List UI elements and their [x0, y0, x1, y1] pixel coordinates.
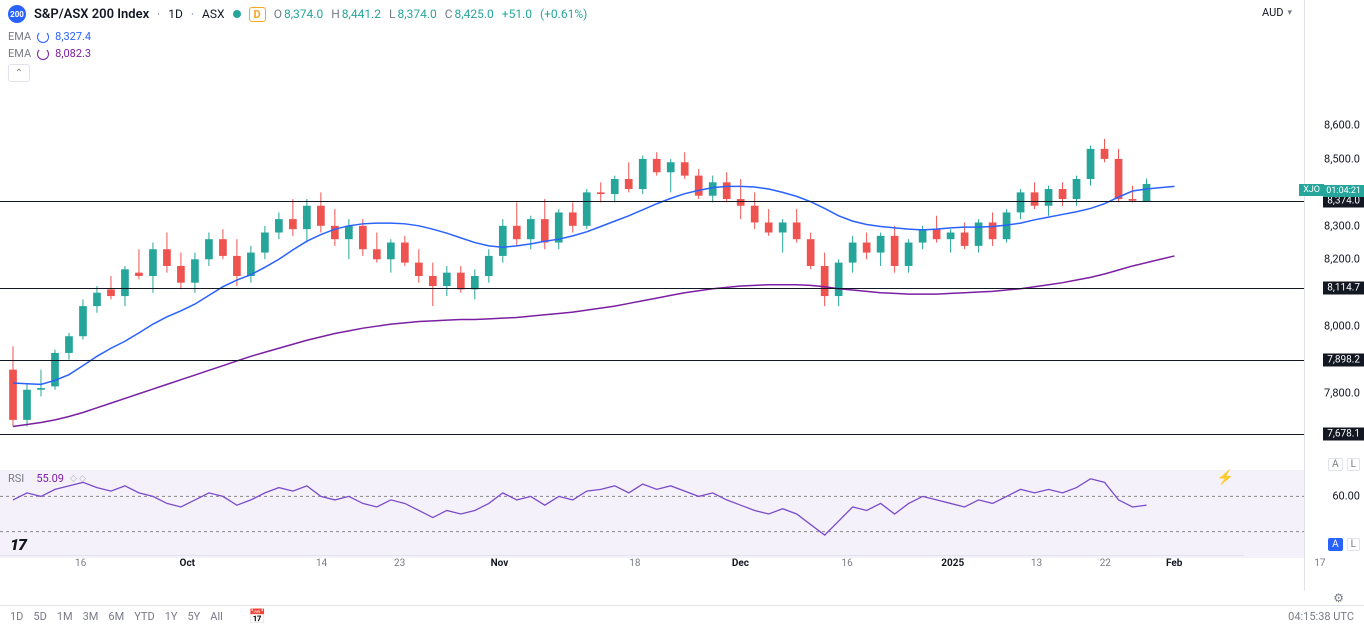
timeframe-1d[interactable]: 1D — [10, 610, 23, 623]
price-tick: 8,500.0 — [1324, 152, 1360, 165]
time-axis[interactable]: 16Oct1423Nov18Dec1620251322Feb17 — [0, 555, 1244, 571]
rsi-value: 55.09 — [36, 472, 64, 485]
change-value: +51.0 — [502, 7, 532, 21]
horizontal-level-line — [0, 288, 1304, 289]
price-tick: 8,300.0 — [1324, 219, 1360, 232]
currency-selector[interactable]: AUD▾ — [1262, 6, 1292, 19]
ema1-legend[interactable]: EMA 8,327.4 — [0, 28, 1304, 45]
horizontal-level-line — [0, 434, 1304, 435]
countdown-badge: 01:04:21 — [1323, 185, 1364, 197]
interval-badge[interactable]: D — [249, 7, 266, 22]
price-pane[interactable] — [0, 92, 1304, 460]
timeframe-6m[interactable]: 6M — [108, 610, 124, 623]
log-button[interactable]: L — [1347, 458, 1360, 471]
price-level-badge: 7,678.1 — [1323, 427, 1364, 440]
separator: · — [157, 7, 160, 21]
refresh-icon — [37, 48, 49, 60]
rsi-pane[interactable]: RSI 55.09 ◇ ◇ ⚡ 17 — [0, 470, 1304, 558]
clock-display: 04:15:38 UTC — [1288, 610, 1354, 623]
log-button[interactable]: L — [1347, 538, 1360, 551]
price-level-badge: 7,898.2 — [1323, 354, 1364, 367]
time-tick: Feb — [1166, 558, 1182, 569]
collapse-legend-button[interactable]: ⌃ — [8, 64, 30, 82]
time-tick: 16 — [842, 558, 853, 569]
axis-al-controls[interactable]: AL — [1328, 458, 1360, 471]
timeframe-ytd[interactable]: YTD — [134, 610, 154, 623]
exchange-label: ASX — [202, 7, 224, 21]
chart-header: 200 S&P/ASX 200 Index · 1D · ASX D O8,37… — [0, 0, 1304, 28]
live-status-icon — [233, 10, 241, 18]
price-tick: 7,800.0 — [1324, 387, 1360, 400]
timeframe-5y[interactable]: 5Y — [187, 610, 200, 623]
time-tick: 16 — [75, 558, 86, 569]
time-tick: Dec — [732, 558, 749, 569]
horizontal-level-line — [0, 201, 1304, 202]
time-tick: Oct — [180, 558, 196, 569]
ema1-value: 8,327.4 — [55, 30, 91, 43]
price-tick: 8,600.0 — [1324, 119, 1360, 132]
ohlc-display: O8,374.0 H8,441.2 L8,374.0 C8,425.0 +51.… — [274, 7, 588, 21]
separator: · — [191, 7, 194, 21]
rsi-legend[interactable]: RSI 55.09 ◇ ◇ — [8, 472, 86, 485]
price-chart-canvas — [0, 92, 1304, 460]
timeframe-all[interactable]: All — [210, 610, 223, 623]
time-tick: 22 — [1100, 558, 1111, 569]
timeframe-3m[interactable]: 3M — [83, 610, 99, 623]
time-tick: 14 — [316, 558, 327, 569]
ema2-value: 8,082.3 — [55, 47, 91, 60]
time-tick: 18 — [629, 558, 640, 569]
ema2-legend[interactable]: EMA 8,082.3 — [0, 45, 1304, 62]
timeframe-1y[interactable]: 1Y — [165, 610, 178, 623]
chevron-down-icon: ▾ — [1287, 8, 1292, 18]
timeframe-1m[interactable]: 1M — [57, 610, 73, 623]
symbol-title[interactable]: S&P/ASX 200 Index — [34, 7, 149, 22]
horizontal-level-line — [0, 360, 1304, 361]
auto-button[interactable]: A — [1328, 538, 1343, 551]
calendar-icon[interactable]: 📅 — [249, 609, 266, 625]
symbol-tag-badge: XJO — [1299, 184, 1324, 196]
auto-button[interactable]: A — [1328, 458, 1343, 471]
price-tick: 8,000.0 — [1324, 320, 1360, 333]
price-axis[interactable]: 8,600.0 8,500.0 8,300.0 8,200.0 8,000.0 7,800… — [1304, 0, 1364, 591]
time-tick: 23 — [394, 558, 405, 569]
time-tick: 13 — [1031, 558, 1042, 569]
gear-icon[interactable]: ⚙ — [1333, 591, 1344, 605]
bottom-toolbar: 1D 5D 1M 3M 6M YTD 1Y 5Y All 📅 04:15:38 UTC — [0, 605, 1364, 627]
rsi-tick: 60.00 — [1332, 490, 1360, 503]
rsi-chart-canvas — [0, 470, 1304, 558]
axis-al-controls[interactable]: AL — [1328, 538, 1360, 551]
symbol-badge-icon: 200 — [8, 5, 26, 23]
time-tick: Nov — [491, 558, 509, 569]
interval-label: 1D — [168, 7, 183, 21]
price-tick: 8,200.0 — [1324, 253, 1360, 266]
chart-container: 200 S&P/ASX 200 Index · 1D · ASX D O8,37… — [0, 0, 1304, 591]
timeframe-5d[interactable]: 5D — [33, 610, 46, 623]
time-tick: 2025 — [941, 558, 964, 569]
price-level-badge: 8,114.7 — [1323, 281, 1364, 294]
change-pct: (+0.61%) — [540, 7, 587, 21]
refresh-icon — [37, 31, 49, 43]
